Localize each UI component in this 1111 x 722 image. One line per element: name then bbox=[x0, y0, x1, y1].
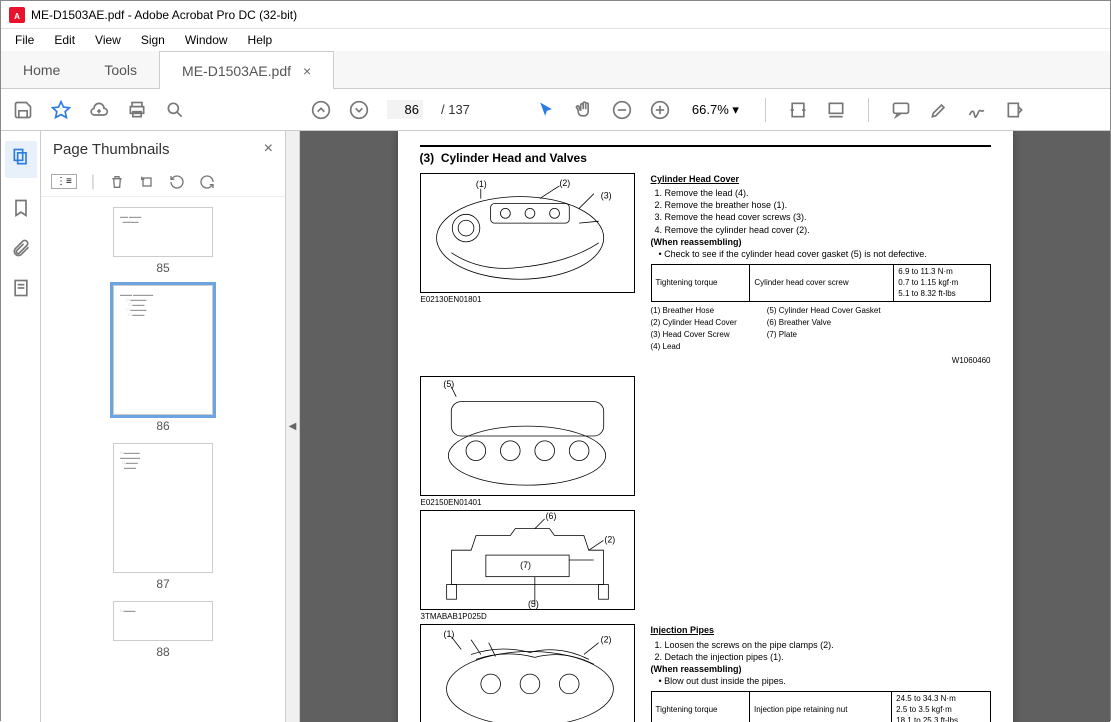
svg-text:A: A bbox=[14, 12, 20, 21]
workspace: Page Thumbnails × ⋮≡ | ▬▬ ▬▬▬▬▬▬▬ 85 ▬▬▬… bbox=[1, 131, 1110, 722]
thumbnail[interactable]: □ ▬▬▬ 88 bbox=[113, 601, 213, 659]
page-total: / 137 bbox=[441, 102, 470, 117]
torque-table-1: Tightening torque Cylinder head cover sc… bbox=[651, 264, 991, 302]
thumbnails-header: Page Thumbnails × bbox=[41, 131, 285, 167]
svg-text:(2): (2) bbox=[604, 535, 615, 545]
tab-document[interactable]: ME-D1503AE.pdf × bbox=[159, 51, 334, 89]
titlebar: A ME-D1503AE.pdf - Adobe Acrobat Pro DC … bbox=[1, 1, 1110, 29]
thumbnail[interactable]: ▬▬ ▬▬▬▬▬▬▬ 85 bbox=[113, 207, 213, 275]
print-icon[interactable] bbox=[127, 100, 147, 120]
svg-text:(5): (5) bbox=[443, 379, 454, 389]
sign-icon[interactable] bbox=[967, 100, 987, 120]
tab-home[interactable]: Home bbox=[1, 51, 82, 88]
search-icon[interactable] bbox=[165, 100, 185, 120]
pointer-icon[interactable] bbox=[536, 100, 556, 120]
menu-file[interactable]: File bbox=[7, 31, 42, 49]
thumbnails-toolbar: ⋮≡ | bbox=[41, 167, 285, 197]
more-tools-icon[interactable] bbox=[1005, 100, 1025, 120]
figure-2: (5) E02150EN01401 bbox=[420, 376, 635, 496]
menubar: File Edit View Sign Window Help bbox=[1, 29, 1110, 51]
tab-home-label: Home bbox=[23, 62, 60, 78]
svg-text:(1): (1) bbox=[475, 179, 486, 189]
menu-edit[interactable]: Edit bbox=[46, 31, 83, 49]
page-icon[interactable] bbox=[11, 278, 31, 298]
rotate-ccw-icon[interactable] bbox=[169, 174, 185, 190]
thumbnail-label: 86 bbox=[113, 419, 213, 433]
rotate-cw-icon[interactable] bbox=[199, 174, 215, 190]
menu-help[interactable]: Help bbox=[240, 31, 281, 49]
hand-icon[interactable] bbox=[574, 100, 594, 120]
tab-document-label: ME-D1503AE.pdf bbox=[182, 63, 291, 79]
tabbar: Home Tools ME-D1503AE.pdf × bbox=[1, 51, 1110, 89]
chevron-left-icon: ◀ bbox=[289, 421, 297, 432]
thumbnail-label: 87 bbox=[113, 577, 213, 591]
menu-view[interactable]: View bbox=[87, 31, 129, 49]
page-content: (3) Cylinder Head and Valves bbox=[398, 131, 1013, 722]
toolbar: / 137 66.7% ▾ bbox=[1, 89, 1110, 131]
tab-tools-label: Tools bbox=[104, 62, 137, 78]
document-view[interactable]: (3) Cylinder Head and Valves bbox=[300, 131, 1110, 722]
zoom-level[interactable]: 66.7% ▾ bbox=[688, 100, 743, 120]
zoom-caret-icon: ▾ bbox=[732, 102, 739, 117]
thumbnails-list[interactable]: ▬▬ ▬▬▬▬▬▬▬ 85 ▬▬▬ ▬▬▬▬▬□ ▬▬▬▬□ ▬▬▬□ ▬▬▬▬… bbox=[41, 197, 285, 722]
thumbnail-label: 85 bbox=[113, 261, 213, 275]
close-tab-icon[interactable]: × bbox=[303, 63, 311, 79]
highlight-icon[interactable] bbox=[929, 100, 949, 120]
close-panel-icon[interactable]: × bbox=[264, 140, 273, 158]
zoom-out-icon[interactable] bbox=[612, 100, 632, 120]
svg-text:(5): (5) bbox=[527, 599, 538, 609]
page-up-icon[interactable] bbox=[311, 100, 331, 120]
attachment-icon[interactable] bbox=[11, 238, 31, 258]
pdf-icon: A bbox=[9, 7, 25, 23]
figure-1: (1) (2) (3) E02130EN01801 bbox=[420, 173, 635, 293]
torque-table-2: Tightening torque Injection pipe retaini… bbox=[651, 691, 991, 722]
page-down-icon[interactable] bbox=[349, 100, 369, 120]
fit-width-icon[interactable] bbox=[788, 100, 808, 120]
thumbnail[interactable]: □ ▬▬▬▬▬▬▬▬▬□ ▬▬▬▬▬▬ 87 bbox=[113, 443, 213, 591]
thumbnails-icon bbox=[11, 147, 31, 167]
comment-icon[interactable] bbox=[891, 100, 911, 120]
star-icon[interactable] bbox=[51, 100, 71, 120]
text-block-2: Injection Pipes Loosen the screws on the… bbox=[651, 624, 991, 722]
thumbnails-panel: Page Thumbnails × ⋮≡ | ▬▬ ▬▬▬▬▬▬▬ 85 ▬▬▬… bbox=[41, 131, 286, 722]
collapse-handle[interactable]: ◀ bbox=[286, 131, 300, 722]
thumbnail[interactable]: ▬▬▬ ▬▬▬▬▬□ ▬▬▬▬□ ▬▬▬□ ▬▬▬▬□ ▬▬▬ 86 bbox=[113, 285, 213, 433]
figure-4: (1) (2) E02150EN01501 bbox=[420, 624, 635, 722]
rotate-page-icon[interactable] bbox=[139, 174, 155, 190]
bookmark-icon[interactable] bbox=[11, 198, 31, 218]
svg-text:(2): (2) bbox=[559, 178, 570, 188]
window-title: ME-D1503AE.pdf - Adobe Acrobat Pro DC (3… bbox=[31, 8, 297, 22]
figure-3: (6) (2) (7) (5) 3TMABAB1P025D bbox=[420, 510, 635, 610]
svg-text:(1): (1) bbox=[443, 629, 454, 639]
delete-icon[interactable] bbox=[109, 174, 125, 190]
save-icon[interactable] bbox=[13, 100, 33, 120]
page-number-input[interactable] bbox=[387, 100, 423, 119]
menu-sign[interactable]: Sign bbox=[133, 31, 173, 49]
zoom-value: 66.7% bbox=[692, 102, 729, 117]
separator bbox=[765, 98, 766, 122]
svg-text:(3): (3) bbox=[600, 191, 611, 201]
svg-text:(7): (7) bbox=[520, 560, 531, 570]
thumbnails-rail-button[interactable] bbox=[5, 141, 37, 178]
tab-tools[interactable]: Tools bbox=[82, 51, 159, 88]
separator bbox=[868, 98, 869, 122]
text-block-1: Cylinder Head Cover Remove the lead (4).… bbox=[651, 173, 991, 366]
thumbnail-label: 88 bbox=[113, 645, 213, 659]
cloud-icon[interactable] bbox=[89, 100, 109, 120]
section-title: (3) Cylinder Head and Valves bbox=[420, 145, 991, 165]
svg-text:(2): (2) bbox=[600, 635, 611, 645]
menu-window[interactable]: Window bbox=[177, 31, 236, 49]
zoom-in-icon[interactable] bbox=[650, 100, 670, 120]
thumb-options-icon[interactable]: ⋮≡ bbox=[51, 174, 77, 189]
page-display-icon[interactable] bbox=[826, 100, 846, 120]
svg-text:(6): (6) bbox=[545, 511, 556, 521]
thumbnails-title: Page Thumbnails bbox=[53, 141, 169, 158]
left-rail bbox=[1, 131, 41, 722]
